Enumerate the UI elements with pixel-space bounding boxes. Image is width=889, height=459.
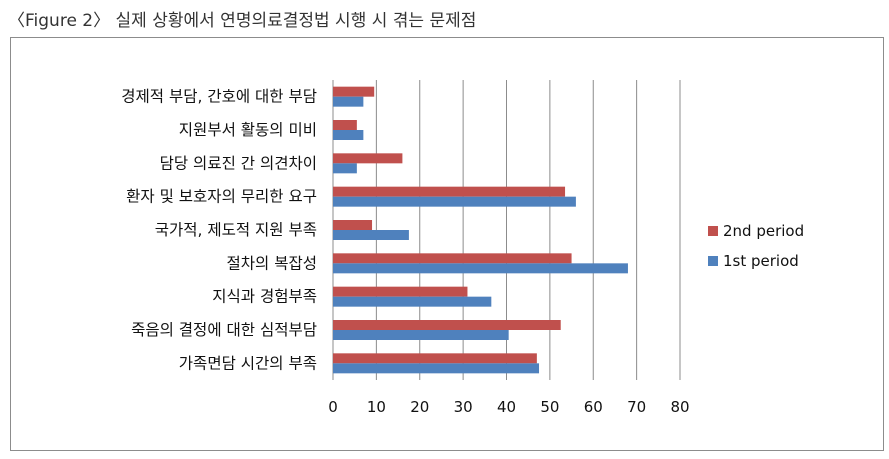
category-label-5: 절차의 복잡성 bbox=[227, 254, 318, 272]
x-tick-label-8: 80 bbox=[670, 398, 689, 416]
category-label-3: 환자 및 보호자의 무리한 요구 bbox=[126, 188, 317, 206]
x-tick-label-5: 50 bbox=[540, 398, 559, 416]
x-tick-label-0: 0 bbox=[328, 398, 338, 416]
bar-second-period-5 bbox=[333, 253, 572, 264]
legend-swatch-0 bbox=[708, 226, 718, 236]
category-label-6: 지식과 경험부족 bbox=[212, 288, 317, 306]
x-tick-label-3: 30 bbox=[454, 398, 473, 416]
bar-second-period-3 bbox=[333, 186, 566, 197]
bar-second-period-2 bbox=[333, 153, 403, 164]
x-tick-label-2: 20 bbox=[410, 398, 429, 416]
category-label-7: 죽음의 결정에 대한 심적부담 bbox=[131, 321, 317, 339]
bar-second-period-7 bbox=[333, 320, 561, 330]
legend-label-0: 2nd period bbox=[723, 222, 804, 240]
bar-first-period-6 bbox=[333, 296, 492, 307]
bar-second-period-1 bbox=[333, 120, 357, 130]
figure-title: 〈Figure 2〉 실제 상황에서 연명의료결정법 시행 시 겪는 문제점 bbox=[8, 11, 477, 31]
bar-first-period-7 bbox=[333, 330, 509, 340]
bar-second-period-8 bbox=[333, 353, 537, 364]
x-tick-label-7: 70 bbox=[627, 398, 646, 416]
bar-first-period-1 bbox=[333, 130, 364, 140]
category-label-2: 담당 의료진 간 의견차이 bbox=[160, 154, 317, 172]
x-tick-label-6: 60 bbox=[584, 398, 603, 416]
bar-first-period-0 bbox=[333, 96, 364, 107]
bar-first-period-2 bbox=[333, 163, 357, 174]
bar-first-period-3 bbox=[333, 196, 576, 207]
category-label-1: 지원부서 활동의 미비 bbox=[179, 121, 317, 139]
bar-first-period-4 bbox=[333, 230, 409, 240]
chart-frame bbox=[10, 37, 884, 451]
category-label-8: 가족면담 시간의 부족 bbox=[179, 354, 317, 372]
legend-label-1: 1st period bbox=[723, 252, 799, 270]
category-label-4: 국가적, 제도적 지원 부족 bbox=[155, 221, 317, 239]
bar-second-period-4 bbox=[333, 220, 373, 230]
bar-first-period-5 bbox=[333, 263, 628, 274]
x-tick-label-4: 40 bbox=[497, 398, 516, 416]
bar-second-period-0 bbox=[333, 86, 375, 97]
x-tick-label-1: 10 bbox=[367, 398, 386, 416]
bar-second-period-6 bbox=[333, 286, 468, 297]
category-label-0: 경제적 부담, 간호에 대한 부담 bbox=[121, 88, 317, 106]
legend-swatch-1 bbox=[708, 256, 718, 266]
bar-first-period-8 bbox=[333, 363, 540, 374]
